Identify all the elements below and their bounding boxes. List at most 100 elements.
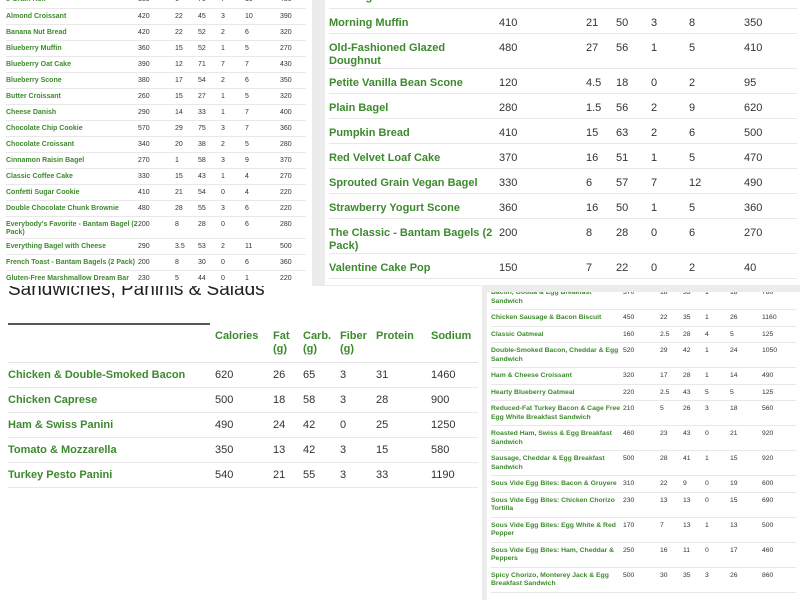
item-name-cell[interactable]: Morning Bun xyxy=(329,0,499,9)
fiber-cell: 1 xyxy=(705,309,730,327)
fat-cell: 7 xyxy=(586,253,616,279)
item-name-cell[interactable]: Old-Fashioned Glazed Doughnut xyxy=(329,33,499,69)
table-row: Plain Bagel 280 1.5 56 2 9 620 xyxy=(329,93,797,119)
calories-cell: 120 xyxy=(499,68,586,94)
carbs-cell: 46 xyxy=(616,0,651,9)
fat-cell: 1 xyxy=(175,152,198,169)
item-name-cell[interactable]: French Toast - Bantam Bagels (2 Pack) xyxy=(6,254,138,271)
sodium-cell: 350 xyxy=(744,8,797,34)
item-name-cell[interactable]: Blueberry Scone xyxy=(6,72,138,89)
calories-cell: 280 xyxy=(499,93,586,119)
item-name-cell[interactable]: Chicken Caprese xyxy=(8,387,215,413)
item-name-cell[interactable]: Sausage, Cheddar & Egg Breakfast Sandwic… xyxy=(491,450,623,476)
item-name-cell[interactable]: Red Velvet Loaf Cake xyxy=(329,143,499,169)
fat-cell: 30 xyxy=(660,567,683,593)
carbs-header: Carb. (g) xyxy=(303,330,340,363)
sodium-cell: 125 xyxy=(762,326,796,343)
calories-cell: 220 xyxy=(623,384,660,401)
fat-cell: 15 xyxy=(175,88,198,105)
carbs-cell: 33 xyxy=(683,292,705,310)
item-name-cell[interactable]: Almond Croissant xyxy=(6,8,138,25)
item-name-cell[interactable]: Ham & Swiss Panini xyxy=(8,412,215,438)
calories-cell: 620 xyxy=(215,362,273,388)
fiber-cell: 1 xyxy=(705,450,730,476)
section-title: Sandwiches, Paninis & Salads xyxy=(8,286,265,300)
item-name-cell[interactable]: Double-Smoked Bacon, Cheddar & Egg Sandw… xyxy=(491,342,623,368)
calories-cell: 390 xyxy=(138,56,175,73)
item-name-cell[interactable]: Plain Bagel xyxy=(329,93,499,119)
item-name-cell[interactable]: Turkey Pesto Panini xyxy=(8,462,215,488)
item-name-cell[interactable]: Cinnamon Raisin Bagel xyxy=(6,152,138,169)
carbs-cell: 55 xyxy=(303,462,340,488)
item-name-cell[interactable]: Tomato & Mozzarella xyxy=(8,437,215,463)
item-name-cell[interactable]: Pumpkin Bread xyxy=(329,118,499,144)
item-name-cell[interactable]: 8-Grain Roll xyxy=(6,0,138,9)
fat-cell: 29 xyxy=(660,342,683,368)
item-name-cell[interactable]: Cheese Danish xyxy=(6,104,138,121)
item-name-cell[interactable]: Chicken & Double-Smoked Bacon xyxy=(8,362,215,388)
item-name-cell[interactable]: Strawberry Yogurt Scone xyxy=(329,193,499,219)
fat-cell: 21 xyxy=(273,462,303,488)
protein-cell: 18 xyxy=(730,400,762,426)
item-name-cell[interactable]: Sprouted Grain Vegan Bagel xyxy=(329,168,499,194)
item-name-cell[interactable]: Spicy Chorizo, Monterey Jack & Egg Break… xyxy=(491,567,623,593)
item-name-cell[interactable]: Sous Vide Egg Bites: Egg White & Red Pep… xyxy=(491,517,623,543)
sodium-cell: 430 xyxy=(280,56,306,73)
table-row: Chicken Sausage & Bacon Biscuit 450 22 35 1 2… xyxy=(491,309,796,327)
item-name-cell[interactable]: Chocolate Chip Cookie xyxy=(6,120,138,137)
item-name-cell[interactable]: Blueberry Muffin xyxy=(6,40,138,57)
item-name-cell[interactable]: Classic Oatmeal xyxy=(491,326,623,343)
carbs-cell: 13 xyxy=(683,517,705,543)
item-name-cell[interactable]: Blueberry Oat Cake xyxy=(6,56,138,73)
item-name-cell[interactable]: Chocolate Croissant xyxy=(6,136,138,153)
item-name-cell[interactable]: Butter Croissant xyxy=(6,88,138,105)
sodium-cell: 490 xyxy=(744,168,797,194)
fiber-cell: 0 xyxy=(221,254,245,271)
item-name-cell[interactable]: Sous Vide Egg Bites: Ham, Cheddar & Pepp… xyxy=(491,542,623,568)
item-name-cell[interactable]: Sous Vide Egg Bites: Chicken Chorizo Tor… xyxy=(491,492,623,518)
calories-cell: 330 xyxy=(138,168,175,185)
carbs-cell: 50 xyxy=(616,8,651,34)
sodium-cell: 900 xyxy=(431,387,478,413)
item-name-cell[interactable]: Everybody's Favorite - Bantam Bagel (2 P… xyxy=(6,216,138,239)
sodium-cell: 1160 xyxy=(762,309,796,327)
carbs-cell: 28 xyxy=(198,216,221,239)
fiber-cell: 3 xyxy=(340,387,376,413)
item-name-cell[interactable]: The Classic - Bantam Bagels (2 Pack) xyxy=(329,218,499,254)
protein-header: Protein xyxy=(376,330,431,363)
fiber-cell: 7 xyxy=(221,56,245,73)
item-name-cell[interactable]: Morning Muffin xyxy=(329,8,499,34)
item-name-cell[interactable]: Classic Coffee Cake xyxy=(6,168,138,185)
protein-cell: 6 xyxy=(245,200,280,217)
item-name-cell[interactable]: Reduced-Fat Turkey Bacon & Cage Free Egg… xyxy=(491,400,623,426)
item-name-cell[interactable]: Ham & Cheese Croissant xyxy=(491,367,623,385)
sodium-cell: 320 xyxy=(280,24,306,41)
item-name-cell[interactable]: Gluten-Free Marshmallow Dream Bar xyxy=(6,270,138,287)
calories-cell: 200 xyxy=(499,218,586,254)
sodium-cell: 220 xyxy=(280,184,306,201)
item-name-cell[interactable]: Sous Vide Egg Bites: Bacon & Gruyere xyxy=(491,475,623,493)
fat-cell: 22 xyxy=(660,309,683,327)
item-name-cell[interactable]: Confetti Sugar Cookie xyxy=(6,184,138,201)
item-name-cell[interactable]: Roasted Ham, Swiss & Egg Breakfast Sandw… xyxy=(491,425,623,451)
fat-cell: 8 xyxy=(175,254,198,271)
calories-cell: 520 xyxy=(623,342,660,368)
item-name-cell[interactable]: Banana Nut Bread xyxy=(6,24,138,41)
item-name-cell[interactable]: Double Chocolate Chunk Brownie xyxy=(6,200,138,217)
carbs-cell: 45 xyxy=(198,8,221,25)
protein-cell: 5 xyxy=(245,40,280,57)
item-name-header xyxy=(8,330,215,363)
fiber-cell: 3 xyxy=(221,120,245,137)
item-name-cell[interactable]: Valentine Cake Pop xyxy=(329,253,499,279)
fiber-cell: 3 xyxy=(340,462,376,488)
item-name-cell[interactable]: Petite Vanilla Bean Scone xyxy=(329,68,499,94)
item-name-cell[interactable]: Bacon, Gouda & Egg Breakfast Sandwich xyxy=(491,292,623,310)
item-name-cell[interactable]: Everything Bagel with Cheese xyxy=(6,238,138,255)
calories-cell: 210 xyxy=(623,400,660,426)
calories-cell: 480 xyxy=(499,33,586,69)
calories-cell: 410 xyxy=(138,184,175,201)
carbs-cell: 18 xyxy=(616,68,651,94)
item-name-cell[interactable]: Chicken Sausage & Bacon Biscuit xyxy=(491,309,623,327)
item-name-cell[interactable]: Hearty Blueberry Oatmeal xyxy=(491,384,623,401)
protein-cell: 25 xyxy=(376,412,431,438)
